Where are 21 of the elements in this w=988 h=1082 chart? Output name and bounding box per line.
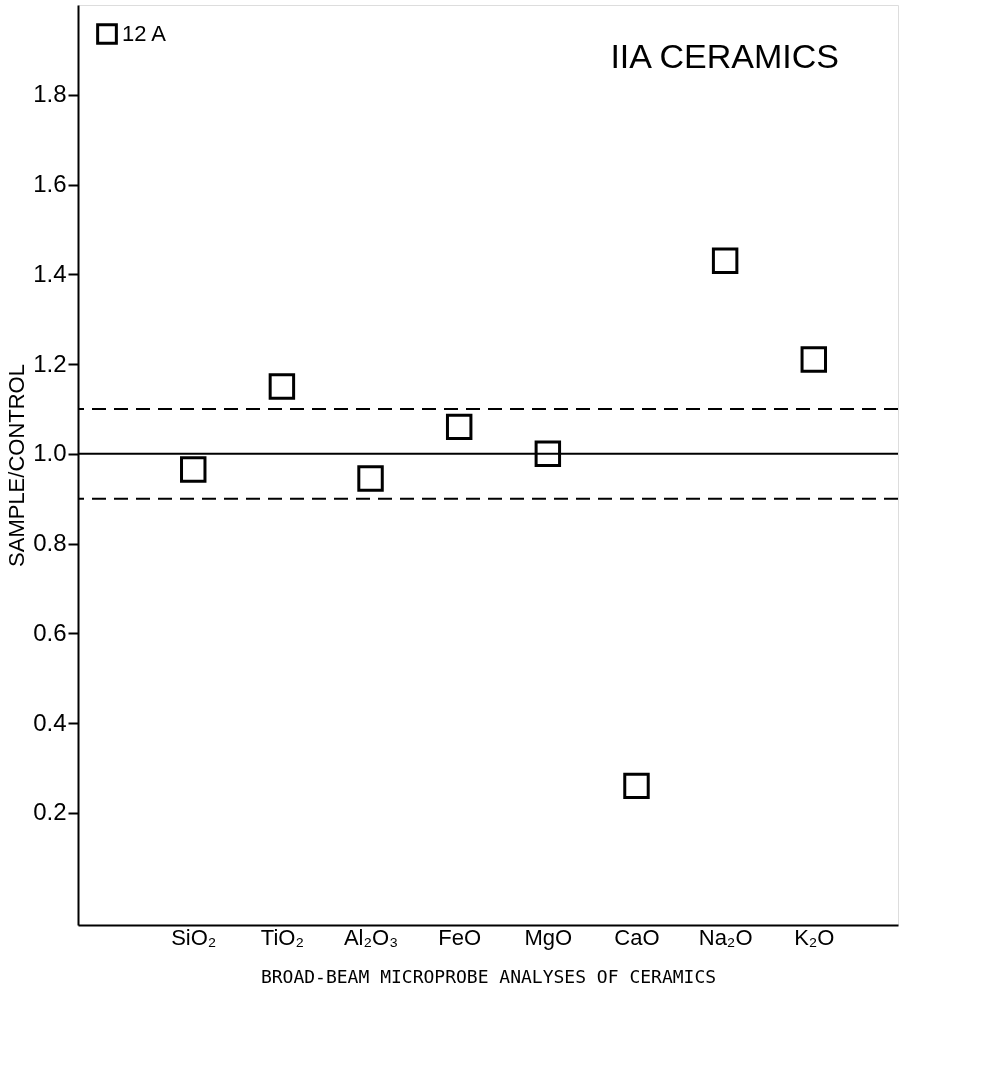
x-tick-label: FeO — [438, 924, 482, 950]
legend-label: 12 A — [122, 21, 167, 46]
y-tick-label: 1.0 — [33, 439, 67, 467]
x-tick-label: SiO₂ — [171, 924, 217, 950]
y-tick-label: 1.6 — [33, 170, 67, 198]
y-axis-title: SAMPLE/CONTROL — [4, 364, 30, 567]
x-axis-title: BROAD-BEAM MICROPROBE ANALYSES OF CERAMICS — [260, 965, 717, 987]
text: IIA CERAMICS — [610, 37, 839, 75]
x-tick-label: CaO — [614, 924, 660, 950]
y-tick-label: 1.4 — [33, 259, 67, 287]
x-tick-label: Al₂O₃ — [343, 924, 399, 950]
y-tick-label: 0.6 — [33, 618, 67, 646]
y-tick-label: 0.8 — [33, 529, 67, 557]
y-tick-label: 1.2 — [33, 349, 67, 377]
x-tick-label: TiO₂ — [260, 924, 304, 950]
y-tick-label: 0.4 — [33, 708, 67, 736]
x-tick-label: Na₂O — [698, 924, 753, 950]
x-tick-label: MgO — [524, 924, 573, 950]
y-tick-label: 1.8 — [33, 80, 67, 108]
y-tick-label: 0.2 — [33, 798, 67, 826]
x-tick-label: K₂O — [794, 924, 835, 950]
